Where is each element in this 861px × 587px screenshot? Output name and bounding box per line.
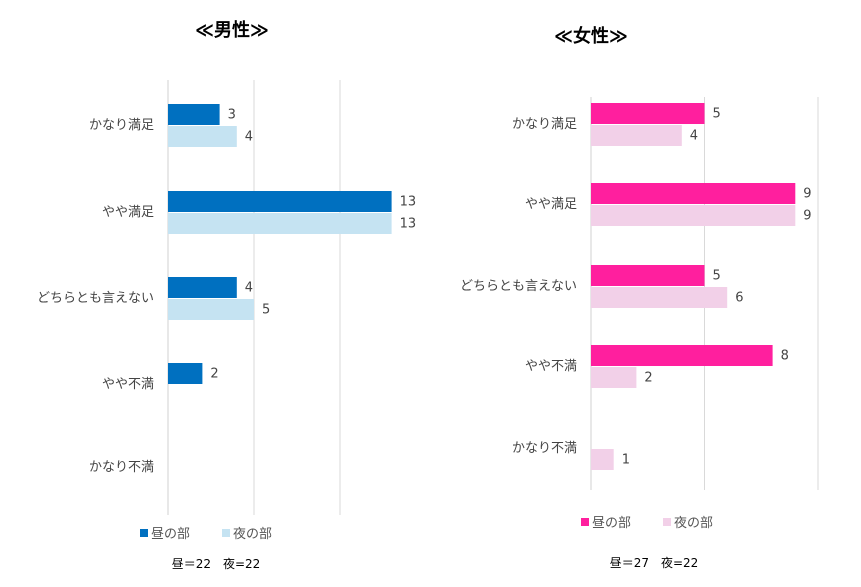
male-bar-night xyxy=(168,213,392,234)
male-bar-day xyxy=(168,277,237,298)
male-bar-day xyxy=(168,191,392,212)
female-bar-night xyxy=(591,287,728,308)
female-data-label: 5 xyxy=(713,107,721,122)
male-legend-swatch xyxy=(140,529,148,537)
female-data-label: 1 xyxy=(622,453,630,468)
female-data-label: 8 xyxy=(781,349,789,364)
female-bar-night xyxy=(591,449,614,470)
male-data-label: 3 xyxy=(228,108,236,123)
female-category-label: かなり満足 xyxy=(512,117,577,132)
male-category-label: やや満足 xyxy=(102,205,154,220)
female-bar-day xyxy=(591,103,705,124)
female-bar-day xyxy=(591,265,705,286)
male-data-label: 13 xyxy=(400,195,417,210)
male-legend-swatch xyxy=(222,529,230,537)
male-data-label: 2 xyxy=(210,367,218,382)
female-data-label: 4 xyxy=(690,129,698,144)
male-data-label: 4 xyxy=(245,130,253,145)
male-legend-label: 夜の部 xyxy=(233,527,272,542)
male-data-label: 13 xyxy=(400,217,417,232)
male-bar-night xyxy=(168,126,237,147)
female-data-label: 9 xyxy=(803,209,811,224)
female-data-label: 5 xyxy=(713,269,721,284)
female-bar-night xyxy=(591,367,637,388)
female-category-label: やや満足 xyxy=(525,197,577,212)
female-chart-title: ≪女性≫ xyxy=(554,25,628,47)
female-data-label: 6 xyxy=(735,291,743,306)
female-bar-day xyxy=(591,345,773,366)
female-bar-day xyxy=(591,183,796,204)
female-category-label: やや不満 xyxy=(525,359,577,374)
female-data-label: 9 xyxy=(803,187,811,202)
male-sample-size: 昼＝22 夜=22 xyxy=(172,556,261,571)
male-data-label: 5 xyxy=(262,303,270,318)
female-category-label: どちらとも言えない xyxy=(460,279,577,294)
male-category-label: やや不満 xyxy=(102,377,154,392)
female-sample-size: 昼＝27 夜=22 xyxy=(610,555,699,570)
female-legend-swatch xyxy=(581,518,589,526)
male-bar-day xyxy=(168,104,220,125)
female-bar-night xyxy=(591,125,682,146)
female-data-label: 2 xyxy=(644,371,652,386)
male-legend-label: 昼の部 xyxy=(151,527,190,542)
male-category-label: かなり不満 xyxy=(89,460,154,475)
male-data-label: 4 xyxy=(245,281,253,296)
female-category-label: かなり不満 xyxy=(512,441,577,456)
male-chart-title: ≪男性≫ xyxy=(195,19,269,41)
female-legend-swatch xyxy=(663,518,671,526)
male-bar-night xyxy=(168,299,254,320)
male-bar-day xyxy=(168,363,203,384)
female-bar-night xyxy=(591,205,796,226)
male-category-label: どちらとも言えない xyxy=(37,291,154,306)
female-legend-label: 昼の部 xyxy=(592,516,631,531)
male-category-label: かなり満足 xyxy=(89,118,154,133)
female-legend-label: 夜の部 xyxy=(674,516,713,531)
